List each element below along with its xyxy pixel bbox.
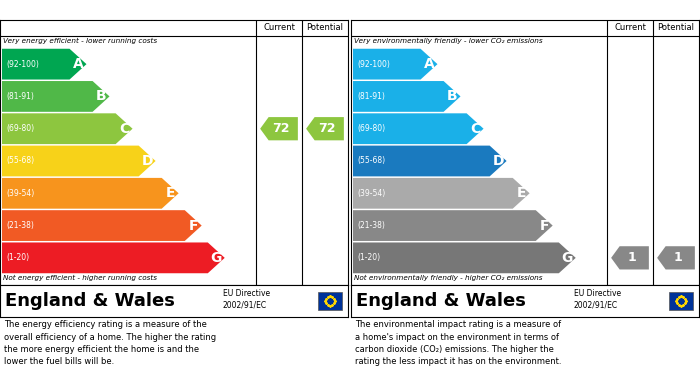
Text: 72: 72 [318, 122, 335, 135]
Polygon shape [2, 49, 87, 79]
Text: England & Wales: England & Wales [356, 292, 526, 310]
Text: D: D [492, 154, 504, 168]
Polygon shape [353, 178, 530, 209]
Text: (92-100): (92-100) [357, 60, 390, 69]
Text: 72: 72 [272, 122, 290, 135]
Text: Not energy efficient - higher running costs: Not energy efficient - higher running co… [3, 275, 157, 281]
Text: The energy efficiency rating is a measure of the
overall efficiency of a home. T: The energy efficiency rating is a measur… [4, 320, 216, 366]
Bar [669, 292, 693, 310]
Text: (92-100): (92-100) [6, 60, 39, 69]
Text: A: A [73, 57, 83, 71]
Polygon shape [657, 246, 695, 269]
Polygon shape [353, 242, 575, 273]
Text: Environmental Impact (CO₂) Rating: Environmental Impact (CO₂) Rating [356, 4, 589, 16]
Text: Not environmentally friendly - higher CO₂ emissions: Not environmentally friendly - higher CO… [354, 275, 542, 281]
Text: Very environmentally friendly - lower CO₂ emissions: Very environmentally friendly - lower CO… [354, 38, 542, 44]
Text: 1: 1 [627, 251, 636, 264]
Text: E: E [165, 186, 175, 200]
Polygon shape [260, 117, 298, 140]
Text: (1-20): (1-20) [357, 253, 380, 262]
Text: B: B [96, 90, 106, 104]
Text: 1: 1 [673, 251, 682, 264]
Text: (1-20): (1-20) [6, 253, 29, 262]
Text: Current: Current [614, 23, 646, 32]
Text: (21-38): (21-38) [357, 221, 385, 230]
Polygon shape [2, 145, 155, 176]
Bar [318, 292, 342, 310]
Text: (81-91): (81-91) [357, 92, 385, 101]
Polygon shape [2, 242, 225, 273]
Polygon shape [2, 210, 202, 241]
Polygon shape [2, 178, 178, 209]
Text: A: A [424, 57, 435, 71]
Polygon shape [353, 113, 484, 144]
Text: Current: Current [263, 23, 295, 32]
Text: F: F [540, 219, 549, 233]
Text: Energy Efficiency Rating: Energy Efficiency Rating [5, 4, 168, 16]
Polygon shape [353, 210, 553, 241]
Text: (39-54): (39-54) [6, 189, 34, 198]
Text: C: C [119, 122, 130, 136]
Polygon shape [353, 49, 438, 79]
Text: E: E [517, 186, 526, 200]
Text: England & Wales: England & Wales [5, 292, 175, 310]
Text: (69-80): (69-80) [6, 124, 34, 133]
Text: C: C [470, 122, 480, 136]
Polygon shape [2, 113, 132, 144]
Text: EU Directive
2002/91/EC: EU Directive 2002/91/EC [223, 289, 270, 309]
Text: (81-91): (81-91) [6, 92, 34, 101]
Text: (69-80): (69-80) [357, 124, 385, 133]
Text: B: B [447, 90, 457, 104]
Text: Potential: Potential [307, 23, 344, 32]
Polygon shape [611, 246, 649, 269]
Text: Very energy efficient - lower running costs: Very energy efficient - lower running co… [3, 38, 157, 44]
Text: G: G [561, 251, 573, 265]
Text: Potential: Potential [657, 23, 694, 32]
Text: D: D [141, 154, 153, 168]
Text: G: G [211, 251, 222, 265]
Text: (55-68): (55-68) [6, 156, 34, 165]
Text: EU Directive
2002/91/EC: EU Directive 2002/91/EC [574, 289, 621, 309]
Text: (21-38): (21-38) [6, 221, 34, 230]
Polygon shape [353, 145, 507, 176]
Text: F: F [188, 219, 198, 233]
Polygon shape [306, 117, 344, 140]
Text: (39-54): (39-54) [357, 189, 385, 198]
Text: (55-68): (55-68) [357, 156, 385, 165]
Polygon shape [353, 81, 461, 112]
Text: The environmental impact rating is a measure of
a home's impact on the environme: The environmental impact rating is a mea… [355, 320, 561, 366]
Polygon shape [2, 81, 109, 112]
